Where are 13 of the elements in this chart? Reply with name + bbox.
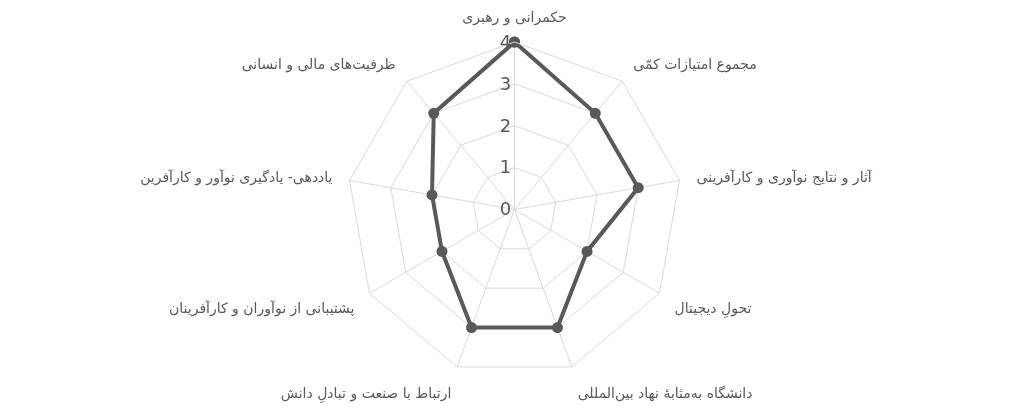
y-tick-label: 1 [499,156,512,178]
spoke-label: یاددهی- یادگیری نوآور و کارآفرین [140,168,333,186]
y-tick-label: 3 [499,72,512,94]
spoke-label: ظرفیت‌های مالی و انسانی [241,55,396,73]
spoke-label: حکمرانی و رهبری [462,8,567,26]
y-tick-label: 2 [499,114,512,136]
spoke-label: مجموع امتیازات کمّی [633,55,757,73]
spoke-label: دانشگاه به‌مثابهٔ نهاد بین‌المللی [577,384,753,402]
y-tick-label: 0 [499,198,512,220]
spoke-label: تحولِ دیجیتال [674,300,752,319]
spoke-label: ارتباط با صنعت و تبادلِ دانش [280,384,452,404]
spoke-label: پشتیبانی از نوآوران و کارآفرینان [168,300,355,318]
spoke-label: آثار و نتایج نوآوری و کارآفرینی [696,168,873,186]
